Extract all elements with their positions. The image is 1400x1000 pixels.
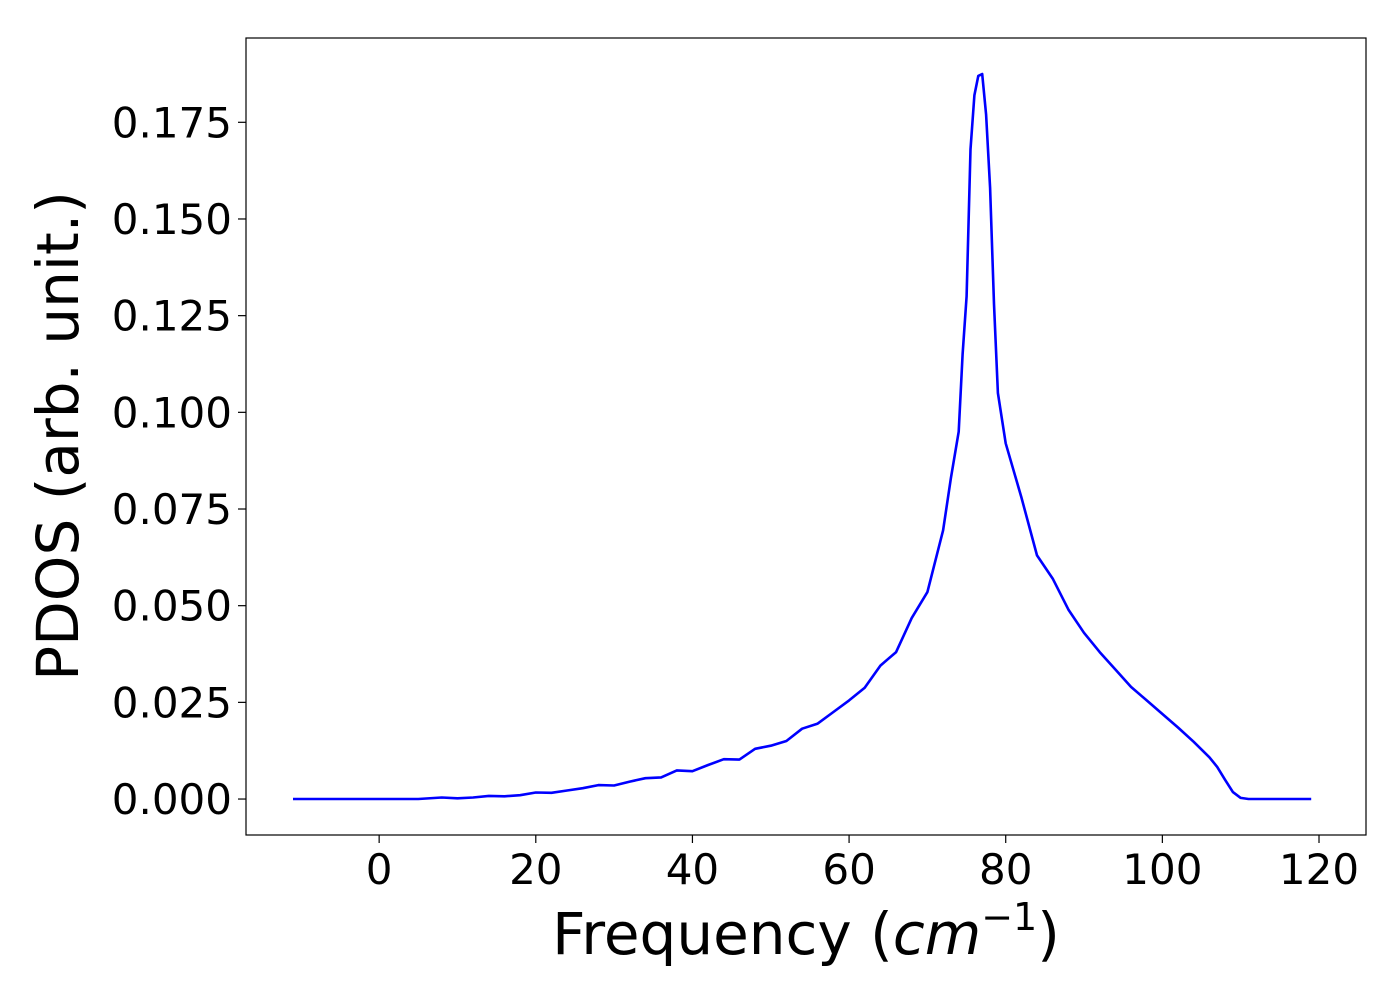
y-tick-label: 0.100 xyxy=(112,388,232,437)
x-tick-label: 100 xyxy=(1122,845,1202,894)
x-tick-label: 120 xyxy=(1279,845,1359,894)
y-tick-label: 0.025 xyxy=(112,678,232,727)
x-axis-label-unit: cm xyxy=(893,900,981,968)
x-tick-label: 80 xyxy=(979,845,1032,894)
y-tick-label: 0.075 xyxy=(112,485,232,534)
series-line-0 xyxy=(293,72,1312,801)
y-tick-label: 0.050 xyxy=(112,582,232,631)
y-tick-label: 0.175 xyxy=(112,98,232,147)
x-tick-label: 40 xyxy=(666,845,719,894)
x-axis-label-exponent: −1 xyxy=(981,895,1037,939)
y-tick-label: 0.150 xyxy=(112,195,232,244)
plot-area xyxy=(293,72,1312,801)
x-tick-label: 20 xyxy=(509,845,562,894)
x-axis-label-suffix: ) xyxy=(1037,900,1060,968)
y-tick-label: 0.125 xyxy=(112,292,232,341)
axes-frame xyxy=(245,37,1367,836)
y-axis-label: PDOS (arb. unit.) xyxy=(24,191,92,681)
x-axis-label: Frequency (cm−1) xyxy=(552,895,1060,968)
x-tick-label: 0 xyxy=(366,845,393,894)
y-axis-ticks: 0.000 0.025 0.050 0.075 0.100 0.125 0.150 0.175 xyxy=(112,98,246,824)
x-tick-label: 60 xyxy=(822,845,875,894)
x-axis-ticks: 0 20 40 60 80 100 120 xyxy=(366,835,1359,894)
y-tick-label: 0.000 xyxy=(112,775,232,824)
x-axis-label-prefix: Frequency ( xyxy=(552,900,893,968)
